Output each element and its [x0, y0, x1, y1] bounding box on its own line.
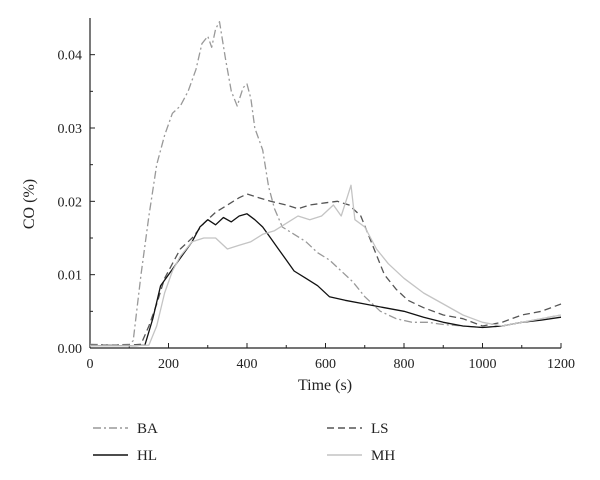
legend-item-ba: BA	[93, 421, 158, 437]
legend-item-hl: HL	[93, 448, 157, 464]
series-line-hl	[90, 213, 562, 347]
y-tick-label: 0.02	[58, 195, 83, 210]
legend-item-mh: MH	[327, 448, 395, 464]
legend: BA LS HL MH	[93, 421, 395, 464]
axes: 0 200 400 600 800 1000 1200 0.00 0.01 0.02 0.03 0.0…	[58, 18, 575, 372]
legend-label: MH	[371, 448, 395, 464]
legend-label: LS	[371, 421, 389, 437]
y-tick-label: 0.03	[58, 122, 83, 137]
x-tick-label: 600	[315, 357, 336, 372]
series-layer	[89, 21, 562, 347]
x-tick-label: 1000	[469, 357, 497, 372]
x-axis-title: Time (s)	[298, 377, 352, 394]
y-tick-label: 0.04	[58, 49, 83, 64]
x-tick-label: 200	[158, 357, 179, 372]
x-tick-label: 800	[394, 357, 415, 372]
series-line-ba	[89, 21, 562, 346]
series-line-ls	[90, 193, 562, 346]
legend-item-ls: LS	[327, 421, 389, 437]
legend-label: HL	[137, 448, 157, 464]
y-tick-label: 0.01	[58, 269, 83, 284]
x-tick-label: 1200	[547, 357, 575, 372]
x-tick-label: 400	[237, 357, 258, 372]
legend-label: BA	[137, 421, 158, 437]
y-tick-label: 0.00	[58, 342, 83, 357]
x-tick-label: 0	[87, 357, 94, 372]
series-line-mh	[90, 184, 562, 347]
y-axis-title: CO (%)	[21, 179, 38, 229]
